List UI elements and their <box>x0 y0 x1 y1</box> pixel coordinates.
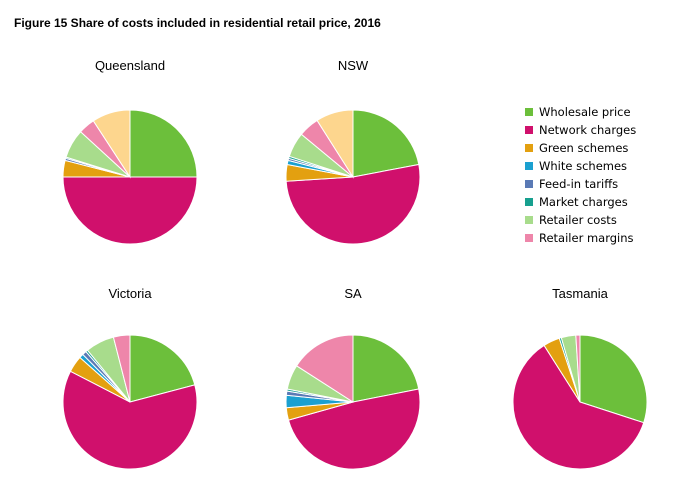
legend-label: White schemes <box>539 159 628 173</box>
figure-title: Figure 15 Share of costs included in res… <box>14 16 381 30</box>
legend-label: Feed-in tariffs <box>539 177 619 191</box>
pie-slice-retailer-margins <box>295 334 354 403</box>
legend-label: Network charges <box>539 123 637 137</box>
pie-slice-wholesale-price <box>579 334 648 424</box>
pie-slice-network-charges <box>287 388 421 470</box>
legend-item: Green schemes <box>525 139 636 157</box>
pie-slice-network-charges <box>285 163 421 245</box>
legend-label: Wholesale price <box>539 105 631 119</box>
pie-title-victoria: Victoria <box>108 286 152 301</box>
pie-title-tasmania: Tasmania <box>552 286 608 301</box>
legend-swatch <box>525 126 533 134</box>
legend-swatch <box>525 216 533 224</box>
pie-title-queensland: Queensland <box>94 58 166 73</box>
pie-slice-wholesale-price <box>129 109 198 178</box>
legend-item: Feed-in tariffs <box>525 175 636 193</box>
legend-label: Green schemes <box>539 141 629 155</box>
legend-label: Market charges <box>539 195 628 209</box>
legend-swatch <box>525 234 533 242</box>
pie-slice-retailer-margins <box>575 334 581 403</box>
pie-slice-network-charges <box>62 370 198 470</box>
pie-slice-retailer-margins <box>112 334 131 403</box>
legend-swatch <box>525 108 533 116</box>
legend-swatch <box>525 162 533 170</box>
pie-slice-wholesale-price <box>352 109 420 178</box>
legend-label: Retailer margins <box>539 231 634 245</box>
pie-slice-other <box>92 109 131 179</box>
pie-title-sa: SA <box>344 286 362 301</box>
legend-item: White schemes <box>525 157 636 175</box>
legend-item: Market charges <box>525 193 636 211</box>
legend-item: Network charges <box>525 121 636 139</box>
pie-slice-network-charges <box>512 344 645 470</box>
legend: Wholesale price Network charges Green sc… <box>525 103 636 247</box>
pie-title-nsw: NSW <box>337 58 369 73</box>
legend-item: Retailer costs <box>525 211 636 229</box>
pie-slice-other <box>316 109 354 179</box>
legend-swatch <box>525 180 533 188</box>
legend-label: Retailer costs <box>539 213 617 227</box>
pie-slice-network-charges <box>62 176 198 245</box>
legend-swatch <box>525 144 533 152</box>
legend-item: Retailer margins <box>525 229 636 247</box>
legend-item: Wholesale price <box>525 103 636 121</box>
pie-slice-wholesale-price <box>129 334 196 403</box>
pie-slice-wholesale-price <box>352 334 420 403</box>
legend-swatch <box>525 198 533 206</box>
